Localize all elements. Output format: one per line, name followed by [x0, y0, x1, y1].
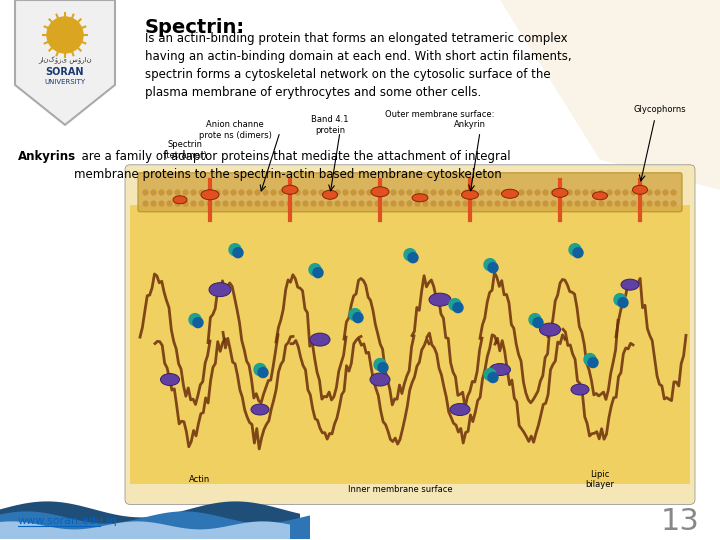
- Ellipse shape: [632, 185, 647, 194]
- Circle shape: [533, 318, 543, 328]
- Text: Outer membrane surface:: Outer membrane surface:: [385, 110, 495, 119]
- Polygon shape: [0, 522, 290, 539]
- Circle shape: [378, 362, 388, 373]
- Circle shape: [353, 313, 363, 322]
- Text: 13: 13: [661, 507, 700, 536]
- Text: Actin: Actin: [189, 475, 211, 484]
- Circle shape: [233, 248, 243, 258]
- Ellipse shape: [621, 279, 639, 290]
- Ellipse shape: [450, 403, 470, 415]
- Bar: [130, 205, 690, 484]
- Ellipse shape: [462, 190, 479, 199]
- Ellipse shape: [539, 323, 560, 336]
- Text: Anion channe
prote ns (dimers): Anion channe prote ns (dimers): [199, 120, 271, 139]
- Circle shape: [584, 354, 596, 366]
- Text: www.soran.edu.iq: www.soran.edu.iq: [18, 516, 118, 526]
- Circle shape: [374, 359, 386, 370]
- Circle shape: [453, 302, 463, 313]
- Text: Lipic
bilayer: Lipic bilayer: [585, 470, 614, 489]
- Polygon shape: [15, 0, 115, 125]
- Text: UNIVERSITY: UNIVERSITY: [45, 79, 86, 85]
- Ellipse shape: [502, 190, 518, 198]
- Text: SORAN: SORAN: [46, 67, 84, 77]
- Ellipse shape: [370, 373, 390, 386]
- Text: Ankyrins: Ankyrins: [18, 150, 76, 163]
- Circle shape: [313, 268, 323, 278]
- Polygon shape: [0, 502, 300, 539]
- Polygon shape: [0, 511, 310, 539]
- Ellipse shape: [161, 374, 179, 386]
- Circle shape: [614, 294, 626, 306]
- Ellipse shape: [490, 363, 510, 375]
- Polygon shape: [500, 0, 720, 190]
- Circle shape: [488, 373, 498, 382]
- Circle shape: [449, 299, 461, 310]
- Ellipse shape: [429, 293, 451, 306]
- Circle shape: [404, 249, 416, 261]
- Circle shape: [349, 309, 361, 321]
- Ellipse shape: [209, 282, 231, 296]
- Circle shape: [618, 298, 628, 308]
- Ellipse shape: [251, 404, 269, 415]
- Circle shape: [588, 357, 598, 368]
- Ellipse shape: [310, 333, 330, 346]
- Circle shape: [569, 244, 581, 256]
- Text: Glycophorns: Glycophorns: [634, 105, 686, 114]
- Circle shape: [189, 314, 201, 326]
- Circle shape: [573, 248, 583, 258]
- Circle shape: [408, 253, 418, 262]
- Circle shape: [529, 314, 541, 326]
- FancyBboxPatch shape: [125, 165, 695, 504]
- Ellipse shape: [323, 190, 338, 199]
- Ellipse shape: [371, 187, 389, 197]
- Circle shape: [254, 363, 266, 375]
- Ellipse shape: [593, 192, 608, 200]
- Circle shape: [484, 369, 496, 381]
- Circle shape: [229, 244, 241, 256]
- Text: Is an actin-binding protein that forms an elongated tetrameric complex
having an: Is an actin-binding protein that forms a…: [145, 32, 572, 99]
- Ellipse shape: [571, 384, 589, 395]
- Text: Band 4.1
protein: Band 4.1 protein: [311, 115, 348, 134]
- Circle shape: [484, 259, 496, 271]
- Ellipse shape: [201, 190, 219, 200]
- Circle shape: [309, 264, 321, 276]
- Text: Ankyrin: Ankyrin: [454, 120, 486, 130]
- Circle shape: [193, 318, 203, 328]
- FancyBboxPatch shape: [138, 173, 682, 212]
- Text: رانکۆزی سۆران: رانکۆزی سۆران: [38, 56, 92, 64]
- Ellipse shape: [173, 196, 187, 204]
- Text: Spectrin
(tetramer): Spectrin (tetramer): [163, 140, 207, 159]
- Ellipse shape: [412, 194, 428, 202]
- Circle shape: [47, 17, 83, 53]
- Ellipse shape: [282, 185, 298, 194]
- Circle shape: [258, 368, 268, 377]
- Ellipse shape: [552, 188, 568, 197]
- Text: Inner membrane surface: Inner membrane surface: [348, 485, 452, 494]
- Circle shape: [488, 262, 498, 273]
- Text: are a family of adaptor proteins that mediate the attachment of integral
membran: are a family of adaptor proteins that me…: [74, 150, 510, 181]
- Text: Spectrin:: Spectrin:: [145, 18, 245, 37]
